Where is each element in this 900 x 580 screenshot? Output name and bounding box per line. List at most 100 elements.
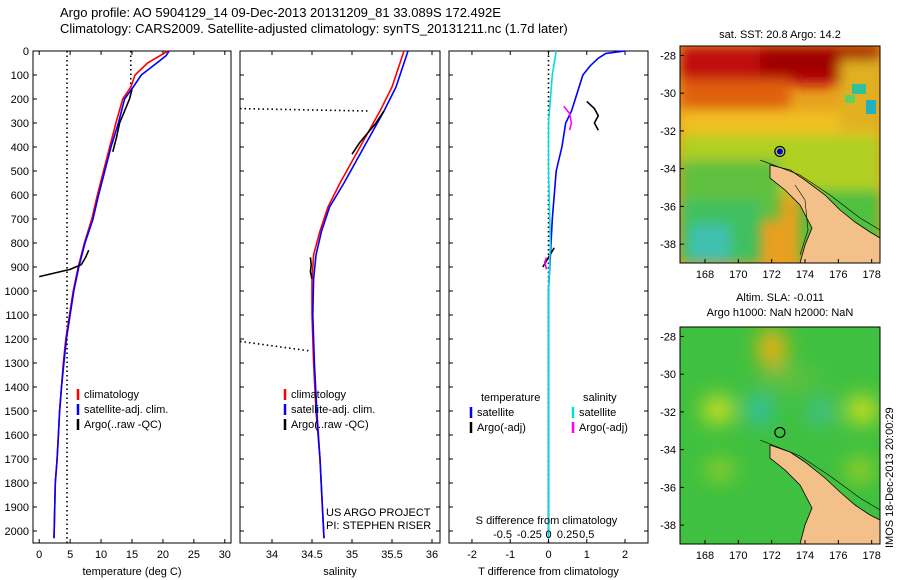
salinity-reference-line: [239, 107, 369, 112]
salinity-reference-line: [239, 340, 311, 352]
temperature-legend-argo-raw-qc: Argo(..raw -QC): [84, 419, 162, 431]
sla_map-ytick-label: -30: [660, 369, 676, 381]
sla_map-frame: [679, 326, 881, 545]
temperature-axes-frame: [32, 50, 232, 544]
temperature-ytick-label: 500: [11, 166, 29, 178]
difference-legend-heading-salinity: salinity: [583, 392, 617, 404]
sla_map-xtick-label: 178: [862, 550, 880, 562]
sst_map-xtick-label: 174: [796, 269, 814, 281]
sst_map-xtick-label: 178: [862, 269, 880, 281]
salinity-xtick-label: 34: [266, 549, 278, 561]
sla_map-ytick-label: -32: [660, 407, 676, 419]
temperature-ytick-label: 1600: [5, 430, 29, 442]
temperature-xtick-label: 30: [219, 549, 231, 561]
difference-series-salinity-argo-adj: [543, 257, 548, 270]
temperature-ytick-label: 1400: [5, 382, 29, 394]
temperature-ytick-label: 400: [11, 142, 29, 154]
temperature-ytick-label: 800: [11, 238, 29, 250]
salinity-legend-climatology: climatology: [291, 389, 347, 401]
title-line-1: Argo profile: AO 5904129_14 09-Dec-2013 …: [60, 5, 501, 20]
temperature-xtick-label: 15: [126, 549, 138, 561]
salinity-xtick-label: 35.5: [381, 549, 402, 561]
sst_map-xtick-label: 172: [762, 269, 780, 281]
salinity-series-satellite-adj-clim: [311, 50, 409, 539]
sst-map-image: [680, 46, 880, 263]
salinity-annotation-line: US ARGO PROJECT: [326, 507, 431, 519]
sla_map-title-line1: Altim. SLA: -0.011: [736, 292, 824, 304]
difference-legend-heading-temperature: temperature: [481, 392, 540, 404]
salinity-axes-frame: [239, 50, 441, 544]
temperature-ytick-label: 1100: [5, 310, 29, 322]
temperature-ytick-label: 1900: [5, 502, 29, 514]
temperature-ytick-label: 1700: [5, 454, 29, 466]
salinity-xtick-label: 34.5: [301, 549, 322, 561]
temperature-ytick-label: 2000: [5, 526, 29, 538]
temperature-legend-satellite-adj-clim: satellite-adj. clim.: [84, 404, 168, 416]
sla_map-ytick-label: -34: [660, 445, 676, 457]
sst_map-xtick-label: 170: [729, 269, 747, 281]
sla_map-xtick-label: 170: [729, 550, 747, 562]
sst_map-ytick-label: -34: [660, 164, 676, 176]
difference-xtick-label: 1: [584, 549, 590, 561]
sla_map-title-line2: Argo h1000: NaN h2000: NaN: [707, 307, 854, 319]
temperature-ytick-label: 1500: [5, 406, 29, 418]
sla_map-ytick-label: -28: [660, 331, 676, 343]
difference-xlabel-top: S difference from climatology: [476, 515, 618, 527]
sla_map-xtick-label: 172: [762, 550, 780, 562]
sla_map-ytick-label: -36: [660, 482, 676, 494]
sla_map-xtick-label: 174: [796, 550, 814, 562]
temperature-ytick-label: 1000: [5, 286, 29, 298]
difference-legend-salinity-argo-adj: Argo(-adj): [579, 422, 628, 434]
temperature-xtick-label: 5: [67, 549, 73, 561]
difference-xtick-top-label: 0.5: [579, 529, 594, 541]
sst_map-ytick-label: -36: [660, 201, 676, 213]
sst_map-title: sat. SST: 20.8 Argo: 14.2: [719, 29, 841, 41]
difference-legend-salinity-satellite: satellite: [579, 407, 616, 419]
sst_map-ytick-label: -30: [660, 88, 676, 100]
difference-series-salinity-satellite: [547, 50, 557, 539]
sst_map-xtick-label: 176: [829, 269, 847, 281]
sla_map-xtick-label: 168: [696, 550, 714, 562]
difference-xtick-label: -1: [505, 549, 515, 561]
difference-legend-temperature-argo-adj: Argo(-adj): [477, 422, 526, 434]
salinity-series-argo-raw-qc: [351, 110, 385, 155]
sst_map-xtick-label: 168: [696, 269, 714, 281]
title-line-2: Climatology: CARS2009. Satellite-adjuste…: [60, 21, 568, 36]
sst_map-ytick-label: -32: [660, 126, 676, 138]
temperature-series-argo-raw-qc: [112, 89, 133, 152]
salinity-xlabel: salinity: [323, 566, 357, 578]
temperature-xlabel: temperature (deg C): [82, 566, 181, 578]
sst_map-frame: [679, 45, 881, 264]
difference-xtick-top-label: -0.25: [517, 529, 542, 541]
difference-xtick-label: 2: [622, 549, 628, 561]
temperature-ytick-label: 1200: [5, 334, 29, 346]
temperature-xtick-label: 0: [36, 549, 42, 561]
temperature-series-satellite-adj-clim: [53, 50, 170, 539]
temperature-ytick-label: 600: [11, 190, 29, 202]
temperature-ytick-label: 900: [11, 262, 29, 274]
sst_map-ytick-label: -38: [660, 239, 676, 251]
sla_map-ytick-label: -38: [660, 520, 676, 532]
temperature-ytick-label: 200: [11, 94, 29, 106]
temperature-series-argo-raw-qc: [39, 249, 90, 278]
salinity-xtick-label: 35: [346, 549, 358, 561]
difference-series-temperature-argo-adj: [586, 100, 600, 131]
difference-xtick-label: -2: [467, 549, 477, 561]
temperature-legend-climatology: climatology: [84, 389, 140, 401]
salinity-annotation-line: PI: STEPHEN RISER: [326, 520, 431, 532]
salinity-xtick-label: 36: [426, 549, 438, 561]
salinity-series-argo-raw-qc: [309, 257, 313, 280]
salinity-legend-argo-raw-qc: Argo(..raw -QC): [291, 419, 369, 431]
temperature-ytick-label: 700: [11, 214, 29, 226]
difference-xtick-top-label: 0: [545, 529, 551, 541]
difference-xtick-top-label: 0.25: [557, 529, 578, 541]
sla-map-image: [680, 327, 880, 544]
temperature-xtick-label: 20: [157, 549, 169, 561]
temperature-ytick-label: 1800: [5, 478, 29, 490]
temperature-xtick-label: 25: [188, 549, 200, 561]
temperature-ytick-label: 300: [11, 118, 29, 130]
salinity-legend-satellite-adj-clim: satellite-adj. clim.: [291, 404, 375, 416]
timestamp-side-label: IMOS 18-Dec-2013 20:00:29: [884, 407, 896, 548]
difference-xtick-top-label: -0.5: [493, 529, 512, 541]
